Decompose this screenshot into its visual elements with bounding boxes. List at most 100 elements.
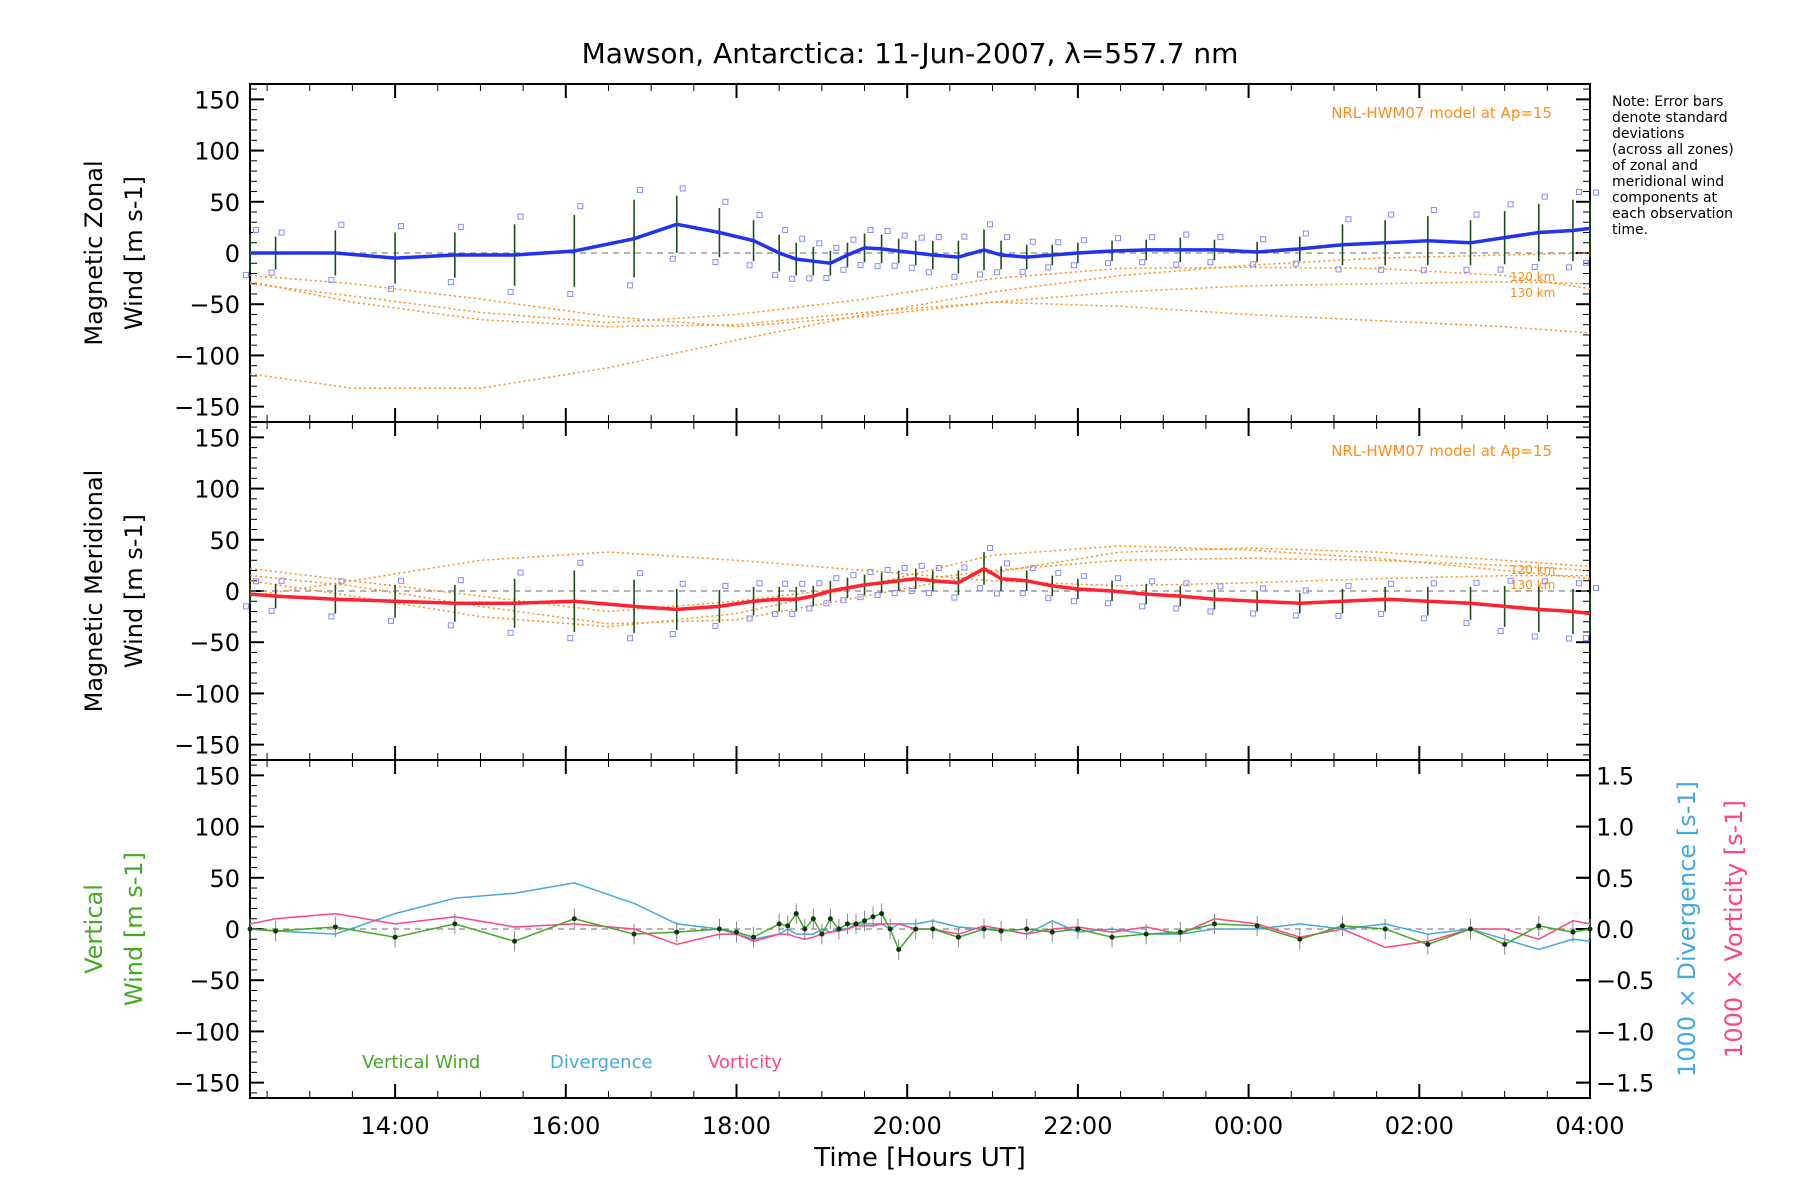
vertical-wind-point — [631, 931, 637, 937]
zone-marker — [756, 212, 763, 219]
zone-marker — [1565, 264, 1572, 271]
y-tick-label: 150 — [194, 86, 240, 114]
zone-marker — [577, 559, 584, 566]
zone-marker — [1507, 577, 1514, 584]
vertical-ylabel-line2: Wind [m s-1] — [120, 852, 148, 1006]
zone-marker — [840, 597, 847, 604]
zone-marker — [1388, 211, 1395, 218]
zone-marker — [253, 578, 259, 585]
right-y-tick-label: −0.5 — [1596, 967, 1654, 995]
zone-marker — [243, 603, 249, 610]
note-line: time. — [1612, 222, 1648, 238]
vertical-wind-point — [913, 926, 919, 932]
zone-marker — [850, 572, 857, 579]
zone-marker — [669, 631, 676, 638]
zone-marker — [772, 272, 779, 279]
x-tick-label: 22:00 — [1043, 1112, 1112, 1140]
zone-marker — [756, 580, 763, 587]
zone-marker — [328, 613, 335, 620]
zone-marker — [328, 277, 335, 284]
zone-marker — [1055, 239, 1062, 246]
x-tick-label: 18:00 — [702, 1112, 771, 1140]
y-tick-label: −150 — [174, 394, 240, 422]
zone-marker — [1149, 234, 1156, 241]
note-line: of zonal and — [1612, 158, 1698, 174]
zonal-model-alt-130: 130 km — [1510, 286, 1555, 300]
vertical-wind-point — [930, 926, 936, 932]
zone-marker — [1019, 268, 1026, 275]
vertical-wind-point — [981, 926, 987, 932]
x-axis-label: Time [Hours UT] — [813, 1143, 1026, 1173]
y-tick-label: 50 — [209, 189, 240, 217]
vertical-wind-point — [751, 934, 757, 940]
zone-marker — [806, 605, 813, 612]
zone-marker — [1420, 267, 1427, 274]
zone-marker — [253, 226, 259, 233]
zone-marker — [1473, 579, 1480, 586]
y-tick-label: −100 — [174, 342, 240, 370]
zone-marker — [679, 185, 686, 192]
zone-marker — [388, 285, 395, 292]
zone-marker — [1430, 580, 1437, 587]
zone-marker — [816, 240, 823, 247]
zone-marker — [627, 635, 634, 642]
zone-marker — [1080, 237, 1087, 244]
vertical-wind-point — [896, 946, 902, 952]
zone-marker — [447, 622, 454, 629]
zone-marker — [1173, 605, 1180, 612]
zone-marker — [1507, 201, 1514, 208]
x-tick-label: 02:00 — [1385, 1112, 1454, 1140]
vertical-wind-point — [332, 924, 338, 930]
vertical-wind-point — [785, 923, 791, 929]
zone-marker — [833, 244, 840, 251]
zone-marker — [1292, 612, 1299, 619]
zone-marker — [867, 569, 874, 576]
vertical-wind-point — [1109, 934, 1115, 940]
zone-marker — [1302, 230, 1309, 237]
zone-marker — [816, 580, 823, 587]
zone-marker — [1565, 635, 1572, 642]
zone-marker — [268, 269, 275, 276]
vertical-wind-point — [1536, 923, 1542, 929]
zone-marker — [1115, 575, 1122, 582]
vertical-wind-point — [879, 911, 885, 917]
zone-marker — [457, 223, 464, 230]
zone-marker — [782, 580, 789, 587]
vertical-wind-point — [836, 926, 842, 932]
vertical-wind-point — [827, 916, 833, 922]
zone-marker — [746, 262, 753, 269]
y-tick-label: −50 — [189, 291, 240, 319]
zone-marker — [874, 592, 881, 599]
zone-marker — [746, 615, 753, 622]
zone-marker — [1004, 560, 1011, 567]
zone-marker — [1541, 193, 1548, 200]
vertical-wind-point — [733, 929, 739, 935]
note-line: (across all zones) — [1612, 142, 1734, 158]
meridional-model-label: NRL-HWM07 model at Ap=15 — [1331, 442, 1552, 460]
zone-marker — [722, 582, 729, 589]
vertical-wind-point — [1024, 926, 1030, 932]
vertical-wind-point — [512, 938, 518, 944]
zone-marker — [874, 263, 881, 270]
x-tick-label: 16:00 — [531, 1112, 600, 1140]
zonal-wind-line — [250, 222, 1591, 265]
zone-marker — [789, 275, 796, 282]
zone-marker — [1217, 234, 1224, 241]
zone-marker — [567, 290, 574, 297]
zone-marker — [1045, 595, 1052, 602]
zone-marker — [977, 585, 984, 592]
zone-marker — [918, 234, 925, 241]
zone-marker — [1173, 261, 1180, 268]
vertical-wind-point — [776, 921, 782, 927]
zone-marker — [1139, 259, 1146, 266]
zone-marker — [935, 234, 942, 241]
y-tick-label: −150 — [174, 1070, 240, 1098]
y-tick-label: −100 — [174, 680, 240, 708]
note-line: each observation — [1612, 206, 1733, 222]
zone-marker — [823, 274, 830, 281]
zone-marker — [507, 288, 514, 295]
vertical-wind-point — [1049, 929, 1055, 935]
zone-marker — [1463, 619, 1470, 626]
zone-marker — [712, 259, 719, 266]
right-y-tick-label: −1.5 — [1596, 1070, 1654, 1098]
